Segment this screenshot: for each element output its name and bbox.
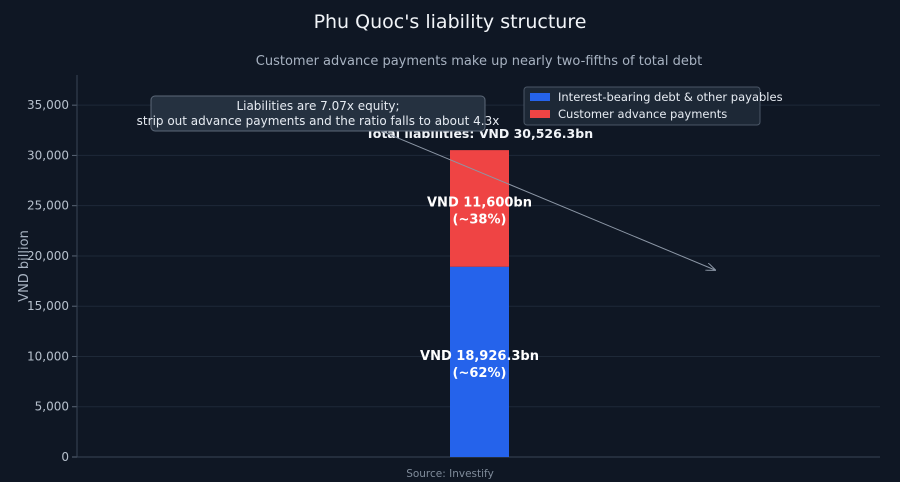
y-tick-label: 0 (61, 450, 69, 464)
legend-label-debt: Interest-bearing debt & other payables (558, 90, 783, 104)
legend-label-advance: Customer advance payments (558, 107, 727, 121)
chart-subtitle: Customer advance payments make up nearly… (256, 54, 702, 69)
bar-segment-debt (450, 266, 509, 457)
y-tick-label: 25,000 (27, 199, 69, 213)
chart-title: Phu Quoc's liability structure (314, 11, 587, 33)
bar-share-label: (~62%) (453, 366, 507, 381)
bar-segment-advance (450, 150, 509, 267)
bar-stack: VND 18,926.3bn (~62%) VND 11,600bn (~38%) (420, 150, 539, 457)
y-axis-ticks: 0 5,000 10,000 15,000 20,000 25,000 30,000 35,0… (27, 98, 77, 464)
legend-swatch-advance (530, 110, 550, 118)
bar-share-label: (~38%) (453, 212, 507, 227)
annotation-line-2: strip out advance payments and the ratio… (137, 114, 500, 128)
y-tick-label: 5,000 (35, 400, 69, 414)
y-axis-label: VND billion (17, 230, 32, 302)
legend-swatch-debt (530, 93, 550, 101)
y-tick-label: 15,000 (27, 299, 69, 313)
legend: Interest-bearing debt & other payables C… (523, 86, 783, 126)
y-tick-label: 20,000 (27, 249, 69, 263)
y-tick-label: 10,000 (27, 349, 69, 363)
bar-value-label: VND 18,926.3bn (420, 349, 539, 364)
annotation-line-1: Liabilities are 7.07x equity; (236, 99, 399, 113)
source-note: Source: Investify (406, 468, 494, 480)
y-tick-label: 30,000 (27, 148, 69, 162)
annotation-arrow (380, 130, 715, 270)
bar-value-label: VND 11,600bn (427, 195, 532, 210)
annotation-box: Liabilities are 7.07x equity; strip out … (137, 95, 500, 132)
y-tick-label: 35,000 (27, 98, 69, 112)
